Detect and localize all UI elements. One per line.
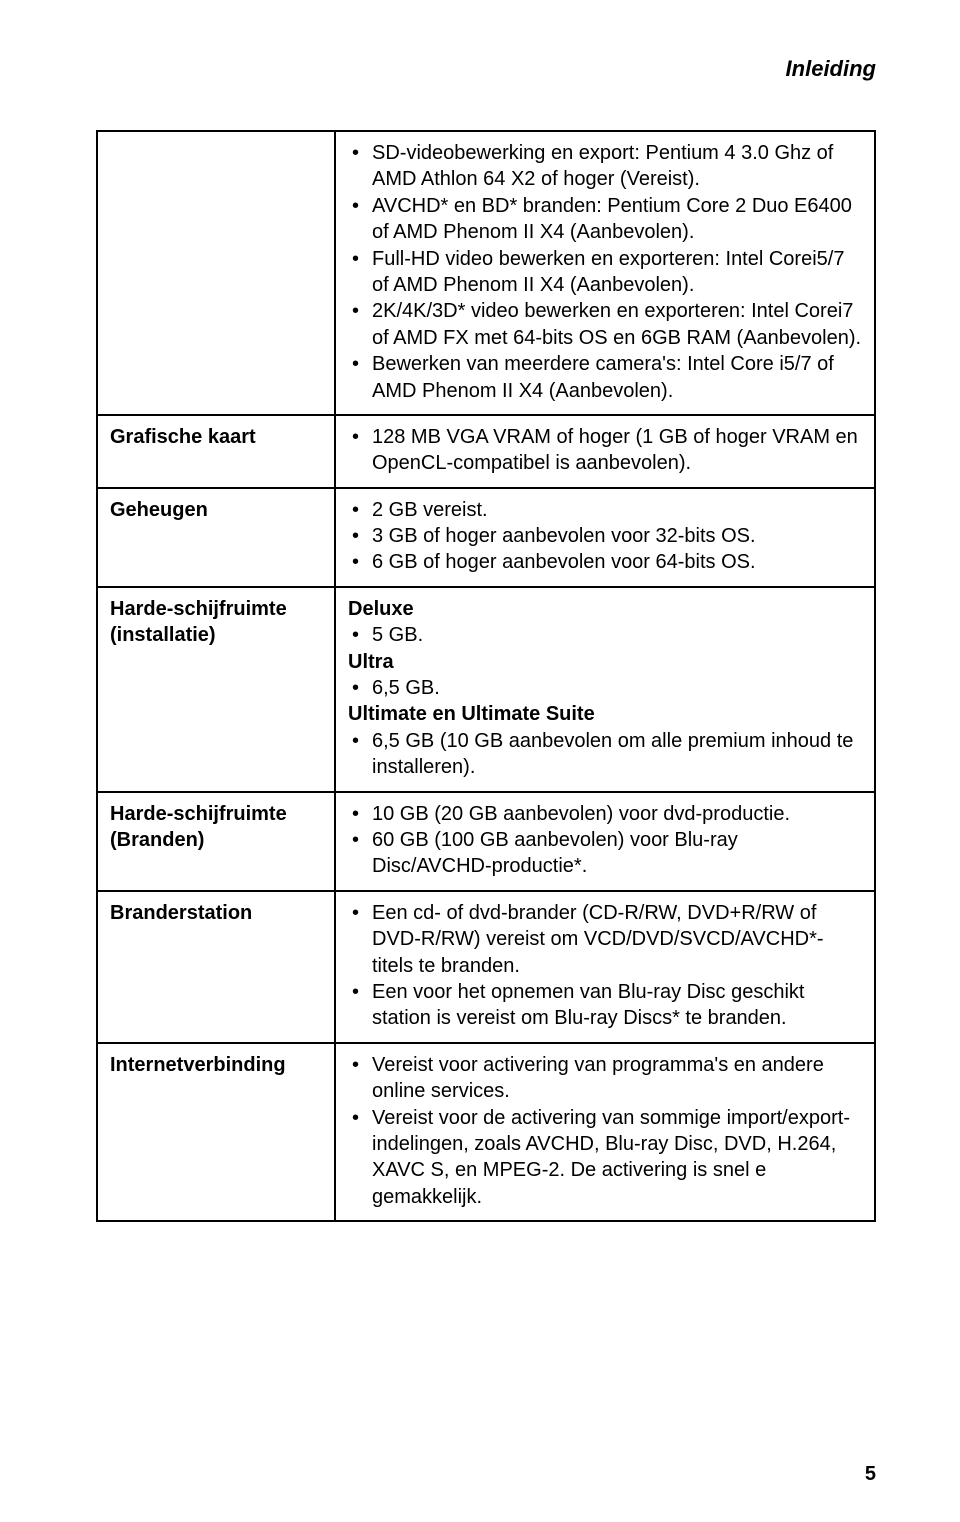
row-content: 10 GB (20 GB aanbevolen) voor dvd-produc… <box>335 792 875 891</box>
spec-table: SD-videobewerking en export: Pentium 4 3… <box>96 130 876 1222</box>
list-item: Een cd- of dvd-brander (CD-R/RW, DVD+R/R… <box>348 900 862 979</box>
bullet-list: 5 GB. <box>348 622 862 648</box>
bullet-list: 10 GB (20 GB aanbevolen) voor dvd-produc… <box>348 801 862 880</box>
group-heading: Deluxe <box>348 596 862 622</box>
list-item: 10 GB (20 GB aanbevolen) voor dvd-produc… <box>348 801 862 827</box>
bullet-list: 2 GB vereist.3 GB of hoger aanbevolen vo… <box>348 497 862 576</box>
page-number: 5 <box>865 1463 876 1486</box>
list-item: 60 GB (100 GB aanbevolen) voor Blu-ray D… <box>348 827 862 880</box>
bullet-list: 6,5 GB (10 GB aanbevolen om alle premium… <box>348 728 862 781</box>
list-item: 128 MB VGA VRAM of hoger (1 GB of hoger … <box>348 424 862 477</box>
bullet-list: 128 MB VGA VRAM of hoger (1 GB of hoger … <box>348 424 862 477</box>
table-row: Harde-schijfruimte (Branden) 10 GB (20 GB… <box>97 792 875 891</box>
row-label: Grafische kaart <box>97 415 335 488</box>
list-item: 6,5 GB. <box>348 675 862 701</box>
row-label <box>97 131 335 415</box>
group-heading: Ultra <box>348 649 862 675</box>
table-row: BranderstationEen cd- of dvd-brander (CD… <box>97 891 875 1043</box>
list-item: SD-videobewerking en export: Pentium 4 3… <box>348 140 862 193</box>
row-label: Harde-schijfruimte (Branden) <box>97 792 335 891</box>
list-item: 2 GB vereist. <box>348 497 862 523</box>
row-content: 128 MB VGA VRAM of hoger (1 GB of hoger … <box>335 415 875 488</box>
page-header-title: Inleiding <box>96 56 876 82</box>
row-content: Vereist voor activering van programma's … <box>335 1043 875 1221</box>
list-item: 6,5 GB (10 GB aanbevolen om alle premium… <box>348 728 862 781</box>
list-item: 3 GB of hoger aanbevolen voor 32-bits OS… <box>348 523 862 549</box>
table-row: Grafische kaart128 MB VGA VRAM of hoger … <box>97 415 875 488</box>
list-item: AVCHD* en BD* branden: Pentium Core 2 Du… <box>348 193 862 246</box>
list-item: 6 GB of hoger aanbevolen voor 64-bits OS… <box>348 549 862 575</box>
bullet-list: 6,5 GB. <box>348 675 862 701</box>
list-item: 5 GB. <box>348 622 862 648</box>
table-row: Harde-schijfruimte (installatie)Deluxe5 … <box>97 587 875 792</box>
list-item: Vereist voor de activering van sommige i… <box>348 1105 862 1211</box>
bullet-list: Een cd- of dvd-brander (CD-R/RW, DVD+R/R… <box>348 900 862 1032</box>
row-label: Harde-schijfruimte (installatie) <box>97 587 335 792</box>
group-heading: Ultimate en Ultimate Suite <box>348 701 862 727</box>
bullet-list: SD-videobewerking en export: Pentium 4 3… <box>348 140 862 404</box>
row-label: Internetverbinding <box>97 1043 335 1221</box>
list-item: 2K/4K/3D* video bewerken en exporteren: … <box>348 298 862 351</box>
list-item: Een voor het opnemen van Blu-ray Disc ge… <box>348 979 862 1032</box>
row-content: 2 GB vereist.3 GB of hoger aanbevolen vo… <box>335 488 875 587</box>
table-row: Geheugen2 GB vereist.3 GB of hoger aanbe… <box>97 488 875 587</box>
bullet-list: Vereist voor activering van programma's … <box>348 1052 862 1210</box>
table-row: InternetverbindingVereist voor activerin… <box>97 1043 875 1221</box>
list-item: Full-HD video bewerken en exporteren: In… <box>348 246 862 299</box>
row-label: Geheugen <box>97 488 335 587</box>
row-content: Een cd- of dvd-brander (CD-R/RW, DVD+R/R… <box>335 891 875 1043</box>
row-content: Deluxe5 GB.Ultra6,5 GB.Ultimate en Ultim… <box>335 587 875 792</box>
list-item: Vereist voor activering van programma's … <box>348 1052 862 1105</box>
row-label: Branderstation <box>97 891 335 1043</box>
table-row: SD-videobewerking en export: Pentium 4 3… <box>97 131 875 415</box>
row-content: SD-videobewerking en export: Pentium 4 3… <box>335 131 875 415</box>
list-item: Bewerken van meerdere camera's: Intel Co… <box>348 351 862 404</box>
